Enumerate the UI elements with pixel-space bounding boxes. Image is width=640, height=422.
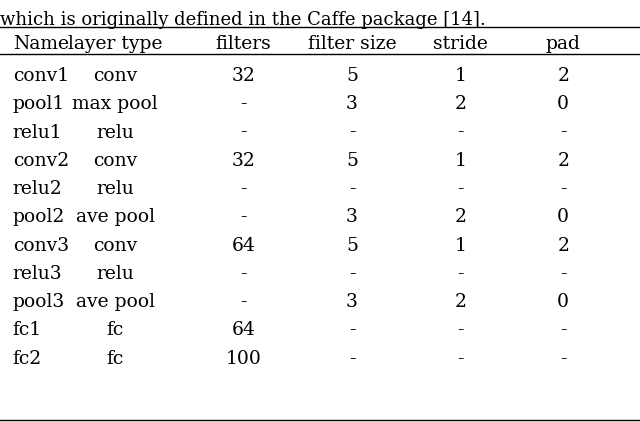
- Text: 3: 3: [346, 293, 358, 311]
- Text: 64: 64: [231, 237, 255, 254]
- Text: relu3: relu3: [13, 265, 63, 283]
- Text: 100: 100: [225, 350, 261, 368]
- Text: fc: fc: [107, 350, 124, 368]
- Text: 64: 64: [231, 322, 255, 339]
- Text: -: -: [458, 124, 464, 141]
- Text: -: -: [458, 322, 464, 339]
- Text: -: -: [349, 350, 355, 368]
- Text: 2: 2: [455, 293, 467, 311]
- Text: 5: 5: [346, 67, 358, 85]
- Text: relu: relu: [97, 124, 134, 141]
- Text: relu: relu: [97, 180, 134, 198]
- Text: conv: conv: [93, 152, 138, 170]
- Text: conv3: conv3: [13, 237, 69, 254]
- Text: -: -: [560, 350, 566, 368]
- Text: conv: conv: [93, 237, 138, 254]
- Text: 2: 2: [557, 152, 569, 170]
- Text: fc: fc: [107, 322, 124, 339]
- Text: -: -: [349, 265, 355, 283]
- Text: -: -: [240, 124, 246, 141]
- Text: 2: 2: [557, 237, 569, 254]
- Text: ave pool: ave pool: [76, 293, 155, 311]
- Text: 1: 1: [455, 152, 467, 170]
- Text: conv: conv: [93, 67, 138, 85]
- Text: -: -: [349, 124, 355, 141]
- Text: conv1: conv1: [13, 67, 69, 85]
- Text: layer type: layer type: [68, 35, 163, 53]
- Text: max pool: max pool: [72, 95, 158, 113]
- Text: -: -: [458, 265, 464, 283]
- Text: -: -: [240, 265, 246, 283]
- Text: 0: 0: [557, 95, 569, 113]
- Text: pool3: pool3: [13, 293, 65, 311]
- Text: 2: 2: [557, 67, 569, 85]
- Text: -: -: [560, 322, 566, 339]
- Text: which is originally defined in the Caffe package [14].: which is originally defined in the Caffe…: [0, 11, 486, 29]
- Text: -: -: [240, 293, 246, 311]
- Text: -: -: [458, 180, 464, 198]
- Text: fc1: fc1: [13, 322, 42, 339]
- Text: 0: 0: [557, 293, 569, 311]
- Text: 2: 2: [455, 208, 467, 226]
- Text: 2: 2: [455, 95, 467, 113]
- Text: pool2: pool2: [13, 208, 65, 226]
- Text: pool1: pool1: [13, 95, 65, 113]
- Text: relu: relu: [97, 265, 134, 283]
- Text: -: -: [240, 208, 246, 226]
- Text: 0: 0: [557, 208, 569, 226]
- Text: 3: 3: [346, 208, 358, 226]
- Text: 3: 3: [346, 95, 358, 113]
- Text: -: -: [560, 124, 566, 141]
- Text: -: -: [560, 265, 566, 283]
- Text: stride: stride: [433, 35, 488, 53]
- Text: 5: 5: [346, 152, 358, 170]
- Text: filters: filters: [215, 35, 271, 53]
- Text: -: -: [458, 350, 464, 368]
- Text: ave pool: ave pool: [76, 208, 155, 226]
- Text: 1: 1: [455, 237, 467, 254]
- Text: 32: 32: [231, 152, 255, 170]
- Text: -: -: [349, 322, 355, 339]
- Text: 32: 32: [231, 67, 255, 85]
- Text: pad: pad: [546, 35, 580, 53]
- Text: Name: Name: [13, 35, 69, 53]
- Text: relu2: relu2: [13, 180, 63, 198]
- Text: -: -: [240, 95, 246, 113]
- Text: relu1: relu1: [13, 124, 63, 141]
- Text: -: -: [349, 180, 355, 198]
- Text: filter size: filter size: [308, 35, 396, 53]
- Text: 1: 1: [455, 67, 467, 85]
- Text: fc2: fc2: [13, 350, 42, 368]
- Text: -: -: [560, 180, 566, 198]
- Text: conv2: conv2: [13, 152, 69, 170]
- Text: -: -: [240, 180, 246, 198]
- Text: 5: 5: [346, 237, 358, 254]
